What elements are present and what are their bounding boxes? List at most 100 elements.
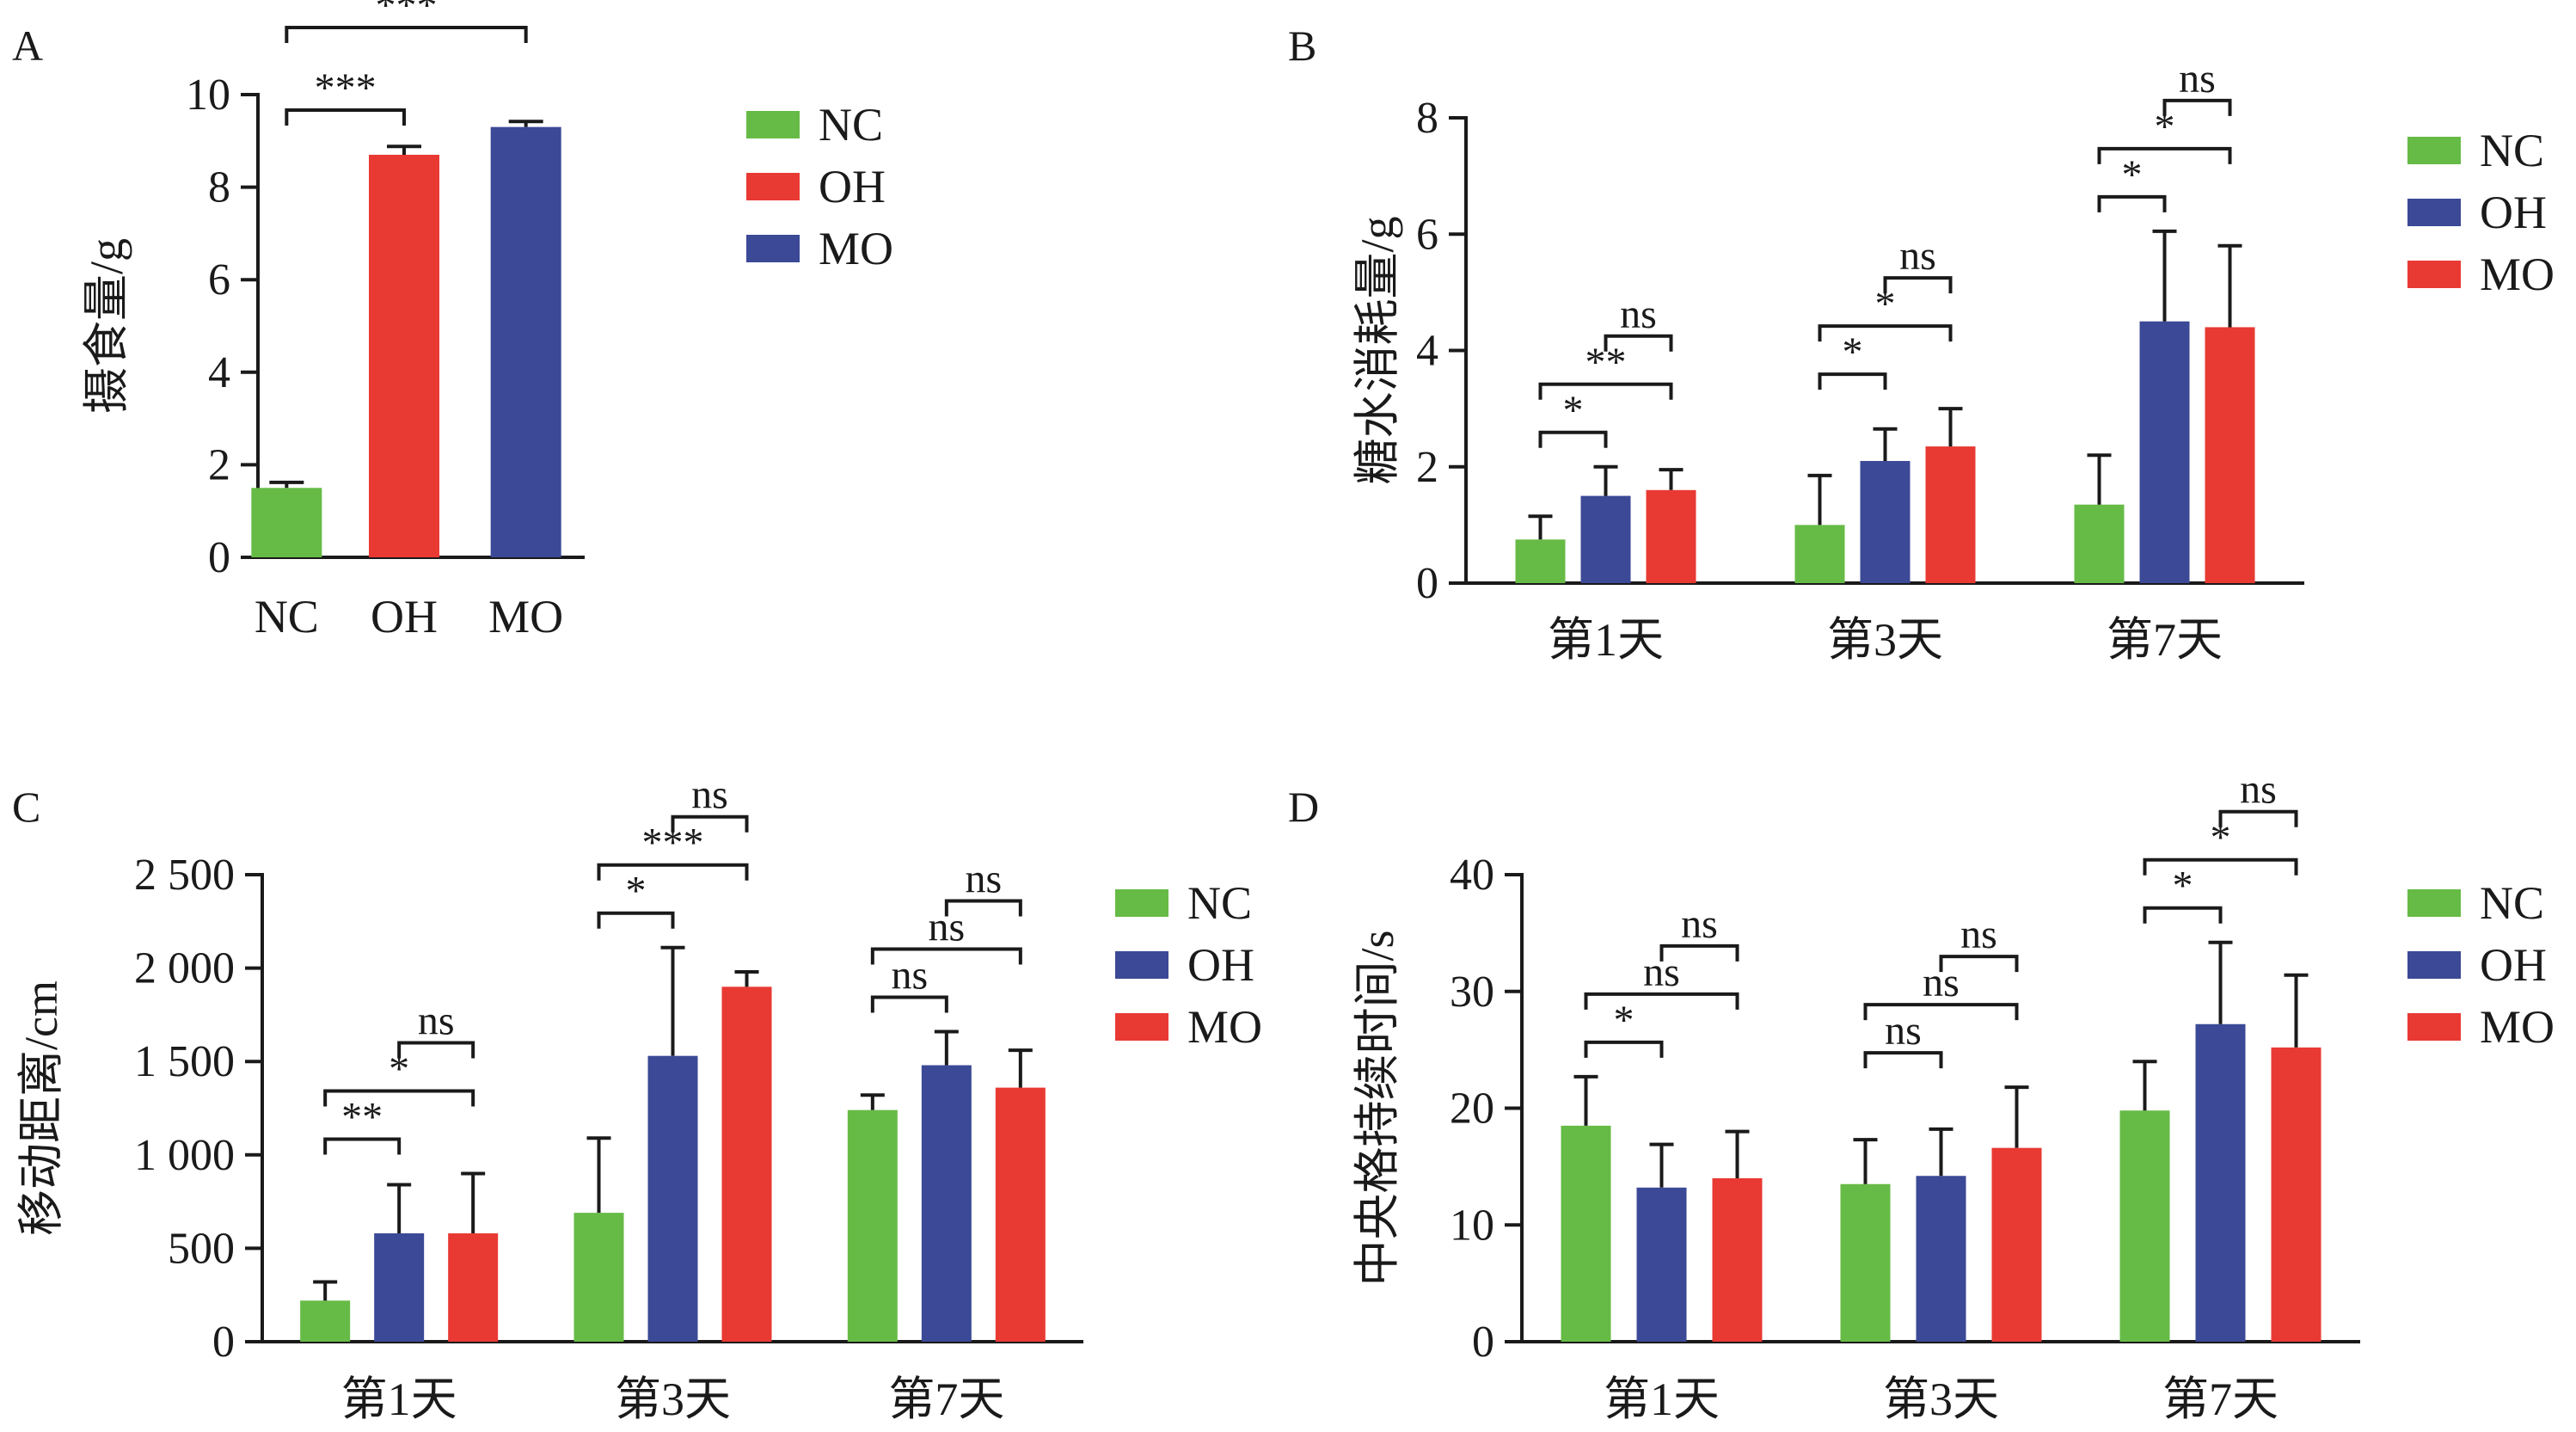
panel-b-letter: B xyxy=(1288,22,1316,70)
panel-c-sig-label-8: ns xyxy=(965,856,1002,901)
panel-c-bar-nc-0 xyxy=(300,1300,351,1342)
panel-b-error-bar-mo-1 xyxy=(1938,407,1963,447)
panel-c-legend-label-0: NC xyxy=(1187,877,1252,929)
panel-b-y-tick-label-4: 8 xyxy=(1416,94,1438,143)
panel-a-legend-swatch-0 xyxy=(746,111,800,138)
panel-b-bar-oh-1 xyxy=(1860,460,1911,583)
panel-d-x-tick-label-1: 第3天 xyxy=(1883,1374,1999,1425)
panel-a-y-tick-label-0: 0 xyxy=(208,533,230,582)
panel-c-x-tick-label-1: 第3天 xyxy=(615,1374,731,1425)
panel-b-error-bar-mo-2 xyxy=(2217,243,2242,328)
panel-d-bar-mo-1 xyxy=(1991,1147,2042,1342)
panel-c-sig-label-2: ns xyxy=(418,999,455,1044)
panel-c-legend-swatch-0 xyxy=(1115,889,1168,917)
panel-c-error-bar-oh-2 xyxy=(934,1029,959,1066)
panel-c-legend-swatch-2 xyxy=(1115,1013,1168,1041)
panel-b-legend-swatch-1 xyxy=(2407,199,2461,226)
panel-d-legend-label-1: OH xyxy=(2480,939,2547,991)
panel-c-legend-label-1: OH xyxy=(1187,939,1254,991)
panel-c-bar-nc-2 xyxy=(847,1109,898,1342)
panel-c-y-tick-label-1: 500 xyxy=(168,1224,235,1273)
panel-d-error-bar-nc-2 xyxy=(2132,1060,2157,1111)
panel-b-y-axis-title: 糖水消耗量/g xyxy=(1352,216,1403,484)
panel-c-sig-label-6: ns xyxy=(891,952,928,998)
panel-b-error-bar-oh-1 xyxy=(1873,427,1898,461)
panel-d-y-tick-label-0: 0 xyxy=(1472,1318,1494,1367)
panel-c-error-bar-nc-2 xyxy=(860,1093,885,1110)
panel-b-sig-bracket-1 xyxy=(1538,382,1673,400)
panel-d-error-bar-oh-2 xyxy=(2208,940,2233,1024)
panel-b-legend-label-1: OH xyxy=(2480,187,2547,238)
panel-d-legend-swatch-1 xyxy=(2407,951,2461,979)
panel-b-y-tick-label-2: 4 xyxy=(1416,327,1438,376)
panel-d-error-bar-mo-2 xyxy=(2284,973,2309,1048)
panel-d-y-tick-label-2: 20 xyxy=(1450,1085,1494,1134)
panel-a: A 0 2 4 6 8 10 摄食量/g NC OH MO *** *** NC OH MO xyxy=(12,0,893,642)
panel-b-error-bar-mo-0 xyxy=(1659,468,1684,490)
panel-a-bar-2 xyxy=(490,126,561,557)
panel-d-sig-bracket-6 xyxy=(2143,906,2223,924)
panel-c-legend-swatch-1 xyxy=(1115,951,1168,979)
panel-a-error-bar-0 xyxy=(269,480,304,489)
panel-b-sig-bracket-6 xyxy=(2097,194,2167,212)
panel-d-sig-label-6: * xyxy=(2173,864,2193,909)
panel-d-error-bar-oh-0 xyxy=(1649,1142,1674,1188)
panel-a-sig-label-1: *** xyxy=(376,0,438,28)
panel-c-sig-label-0: ** xyxy=(341,1095,383,1140)
panel-c-y-tick-label-5: 2 500 xyxy=(134,851,235,900)
panel-d-bar-nc-0 xyxy=(1561,1125,1611,1342)
panel-b-sig-bracket-2 xyxy=(1604,334,1673,352)
panel-b-legend-label-2: MO xyxy=(2480,249,2555,300)
panel-a-y-tick-label-5: 10 xyxy=(186,71,230,120)
panel-d-sig-bracket-3 xyxy=(1863,1051,1943,1069)
panel-c-sig-bracket-4 xyxy=(597,863,749,881)
panel-a-y-tick-label-3: 6 xyxy=(208,255,230,304)
panel-c-bar-mo-2 xyxy=(995,1087,1046,1342)
panel-d-sig-bracket-1 xyxy=(1584,992,1739,1010)
panel-b-sig-label-5: ns xyxy=(1899,233,1936,279)
panel-c-sig-bracket-8 xyxy=(944,899,1022,917)
panel-b-error-bar-nc-2 xyxy=(2087,453,2112,505)
panel-b-bar-nc-0 xyxy=(1515,539,1566,583)
panel-d-bar-nc-1 xyxy=(1840,1183,1891,1342)
panel-c-error-bar-mo-1 xyxy=(734,969,759,987)
panel-d-error-bar-mo-0 xyxy=(1725,1129,1750,1178)
panel-c-sig-label-3: * xyxy=(626,869,647,914)
panel-a-sig-bracket-0 xyxy=(285,108,406,126)
panel-d-bar-mo-0 xyxy=(1712,1177,1763,1342)
panel-d-x-tick-label-0: 第1天 xyxy=(1604,1374,1720,1425)
panel-b-y-tick-label-1: 2 xyxy=(1416,443,1438,492)
panel-a-x-tick-label-1: OH xyxy=(371,591,438,642)
panel-c-y-tick-label-4: 2 000 xyxy=(134,944,235,993)
panel-c-error-bar-oh-0 xyxy=(387,1183,412,1234)
panel-b-sig-label-3: * xyxy=(1843,329,1863,375)
panel-d-bar-mo-2 xyxy=(2271,1047,2321,1342)
panel-c: C 0 500 1 000 1 500 2 000 2 500 移动距离/cm 第1天 第3天 第7… xyxy=(12,772,1262,1425)
panel-b-error-bar-nc-1 xyxy=(1807,473,1832,525)
panel-b-bar-nc-2 xyxy=(2074,504,2125,583)
panel-a-bar-0 xyxy=(251,488,322,557)
panel-d-sig-label-8: ns xyxy=(2240,767,2277,813)
panel-b-y-tick-label-0: 0 xyxy=(1416,559,1438,608)
panel-a-legend-label-2: MO xyxy=(819,223,893,274)
panel-a-legend-swatch-1 xyxy=(746,173,800,200)
panel-c-sig-bracket-2 xyxy=(397,1041,475,1059)
panel-d-error-bar-nc-1 xyxy=(1853,1138,1878,1184)
panel-d-legend-swatch-2 xyxy=(2407,1013,2461,1041)
panel-a-y-tick-label-1: 2 xyxy=(208,440,230,489)
panel-b-x-tick-label-1: 第3天 xyxy=(1827,614,1943,666)
panel-b-sig-label-0: * xyxy=(1563,388,1584,433)
panel-d-sig-label-3: ns xyxy=(1885,1008,1922,1054)
panel-d-sig-bracket-2 xyxy=(1659,943,1739,962)
panel-a-y-axis-title: 摄食量/g xyxy=(81,238,132,414)
panel-b-bar-oh-0 xyxy=(1580,495,1631,583)
panel-d-sig-label-2: ns xyxy=(1681,901,1718,947)
panel-a-legend-label-1: OH xyxy=(819,161,886,212)
panel-b-sig-bracket-4 xyxy=(1818,324,1953,342)
panel-c-y-tick-label-0: 0 xyxy=(212,1318,235,1367)
panel-c-x-tick-label-2: 第7天 xyxy=(888,1374,1004,1425)
panel-b-y-tick-label-3: 6 xyxy=(1416,210,1438,259)
